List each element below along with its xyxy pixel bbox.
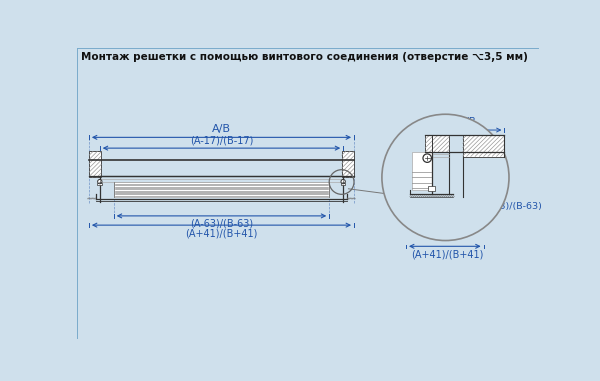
Circle shape [423,154,431,162]
Text: (A-17)/(B-17): (A-17)/(B-17) [408,140,467,149]
Bar [428,186,436,191]
Circle shape [341,179,346,184]
Bar [412,152,431,190]
Bar [425,135,449,152]
Text: (A+41)/(B+41): (A+41)/(B+41) [411,250,483,260]
Circle shape [98,179,102,184]
Text: Монтаж решетки с помощью винтового соединения (отверстие ⌥3,5 мм): Монтаж решетки с помощью винтового соеди… [81,52,528,62]
Text: A/B: A/B [212,124,231,134]
Text: (A-63)/(B-63): (A-63)/(B-63) [190,219,253,229]
Bar [114,182,329,197]
Text: (A+41)/(B+41): (A+41)/(B+41) [185,228,257,238]
Text: A/B: A/B [460,117,477,127]
Bar [97,183,102,185]
Text: (A-63)/(B-63): (A-63)/(B-63) [481,202,542,211]
Text: (A-17)/(B-17): (A-17)/(B-17) [190,135,253,145]
Bar [89,151,101,178]
Bar [341,151,354,178]
Circle shape [382,114,509,240]
Bar [463,135,505,157]
Bar [341,183,346,185]
